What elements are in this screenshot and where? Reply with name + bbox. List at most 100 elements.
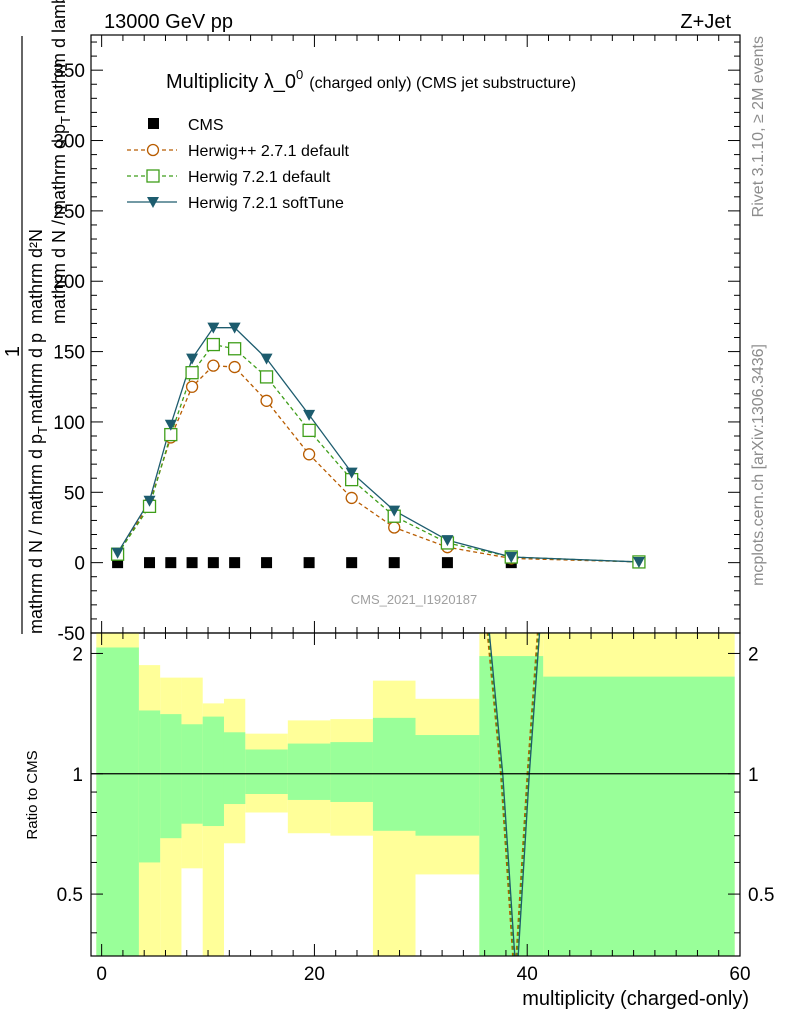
x-tick-label: 40 — [517, 964, 538, 985]
ylabel-denominator: mathrm d N / mathrm d pTmathrm d p — [26, 333, 50, 634]
legend-label-softtune: Herwig 7.2.1 softTune — [188, 195, 344, 212]
legend-label-herwigpp: Herwig++ 2.7.1 default — [188, 143, 350, 160]
ratio-band-green — [415, 735, 480, 836]
ratio-band-green — [330, 742, 373, 802]
herwig7-point — [185, 366, 199, 380]
mcplots-label: mcplots.cern.ch [arXiv:1306.3436] — [750, 344, 767, 586]
ratio-y-tick-label-right: 0.5 — [748, 885, 774, 906]
cms-data-point — [165, 557, 177, 569]
softtune-point — [441, 535, 454, 547]
ratio-y-tick-label: 0.5 — [57, 885, 83, 906]
softtune-point — [632, 556, 645, 568]
ratio-y-tick-label-right: 2 — [748, 644, 759, 665]
main-y-tick-label: 50 — [64, 483, 85, 504]
main-panel: -50 0 50 100 150 200 250 300 350 Multiplicity λ_… — [2, 0, 741, 645]
x-tick-label: 20 — [304, 964, 325, 985]
softtune-point — [186, 353, 199, 365]
ratio-series-line — [486, 633, 539, 956]
legend-marker-cms — [148, 118, 159, 129]
main-y-tick-label: 200 — [53, 272, 85, 293]
title-main: Multiplicity λ_0 — [166, 71, 296, 93]
ratio-tick-labels: 0.5 0.51 12 20 20 40 60 — [57, 644, 775, 985]
cms-data-point — [186, 557, 198, 569]
herwigpp-point — [302, 448, 316, 461]
main-y-tick-label: 100 — [53, 413, 85, 434]
ratio-y-tick-label-right: 1 — [748, 765, 759, 786]
ratio-y-label: Ratio to CMS — [24, 750, 41, 839]
legend-label-herwig7: Herwig 7.2.1 default — [188, 169, 331, 186]
ratio-band-green — [202, 716, 224, 827]
softtune-point — [260, 353, 273, 365]
watermark: CMS_2021_I1920187 — [351, 592, 478, 607]
ratio-band-green — [245, 749, 288, 794]
ratio-band-green — [223, 732, 246, 805]
ylabel-right-bottom: mathrm d N / mathrm d pTmathrm d lambda — [49, 0, 73, 324]
cms-data-point — [441, 557, 453, 569]
legend-marker-herwig7 — [146, 169, 160, 183]
ratio-band-green — [96, 647, 139, 956]
herwig7-point — [206, 337, 221, 352]
x-tick-label: 60 — [729, 964, 750, 985]
main-y-tick-label: 0 — [74, 554, 85, 575]
cms-data-point — [346, 557, 358, 569]
header-left: 13000 GeV pp — [104, 11, 233, 33]
ylabel-one: 1 — [2, 346, 24, 357]
ratio-series-line — [488, 633, 541, 956]
herwig7-point — [227, 342, 242, 356]
softtune-point — [164, 419, 177, 431]
ylabel-right-top: mathrm d²N — [26, 229, 46, 324]
ratio-y-tick-label: 1 — [72, 765, 83, 786]
x-tick-label: 0 — [96, 964, 107, 985]
cms-data-point — [229, 557, 241, 569]
main-y-tick-labels: -50 0 50 100 150 200 250 300 350 — [53, 61, 85, 645]
softtune-point — [303, 409, 316, 421]
legend-marker-herwigpp — [146, 143, 160, 157]
herwigpp-point — [185, 380, 199, 393]
header-right: Z+Jet — [680, 11, 731, 33]
herwigpp-point — [228, 360, 241, 374]
cms-data-point — [112, 557, 124, 569]
cms-data-point — [388, 557, 400, 569]
main-y-ticks — [91, 41, 740, 634]
ratio-frame — [90, 632, 741, 957]
legend-marker-softtune — [147, 197, 159, 208]
cms-data-point — [144, 557, 156, 569]
rivet-label: Rivet 3.1.10, ≥ 2M events — [750, 36, 767, 217]
herwigpp-point — [260, 394, 273, 407]
ratio-series-line — [487, 633, 540, 956]
main-y-tick-label: 250 — [53, 202, 85, 223]
main-y-tick-label: 300 — [53, 132, 85, 153]
x-axis-label: multiplicity (charged-only) — [522, 988, 749, 1010]
ratio-band-green — [543, 676, 735, 956]
legend: CMS Herwig++ 2.7.1 default Herwig 7.2.1 … — [127, 117, 350, 212]
ratio-series — [486, 633, 541, 956]
ratio-band-green — [160, 714, 182, 839]
herwigpp-point — [345, 491, 358, 505]
softtune-point — [388, 505, 401, 517]
main-y-tick-label: 150 — [53, 343, 85, 364]
main-y-tick-label: 350 — [53, 61, 85, 82]
ratio-panel: 0.5 0.51 12 20 20 40 60 Ratio to CMS multiplic… — [24, 632, 775, 1010]
herwigpp-point — [207, 359, 220, 372]
main-y-label: 1 mathrm d N / mathrm d pTmathrm d p mat… — [2, 0, 73, 634]
softtune-point — [228, 322, 241, 334]
legend-label-cms: CMS — [188, 117, 224, 134]
ratio-y-tick-label: 2 — [72, 644, 83, 665]
series-line — [117, 364, 639, 563]
softtune-point — [345, 467, 358, 479]
softtune-point — [505, 552, 518, 564]
herwigpp-point — [388, 521, 401, 534]
ratio-ticks — [91, 633, 741, 956]
ratio-band-green — [287, 743, 331, 800]
series-line — [117, 327, 639, 563]
title-suffix: (charged only) (CMS jet substructure) — [309, 75, 576, 92]
herwig7-point — [259, 370, 274, 384]
softtune-point — [207, 322, 220, 334]
main-series — [110, 322, 646, 569]
cms-data-point — [261, 557, 273, 569]
herwig7-point — [302, 423, 316, 438]
title-sup: 0 — [296, 67, 303, 82]
ratio-band-green — [138, 710, 161, 863]
softtune-point — [111, 547, 124, 559]
